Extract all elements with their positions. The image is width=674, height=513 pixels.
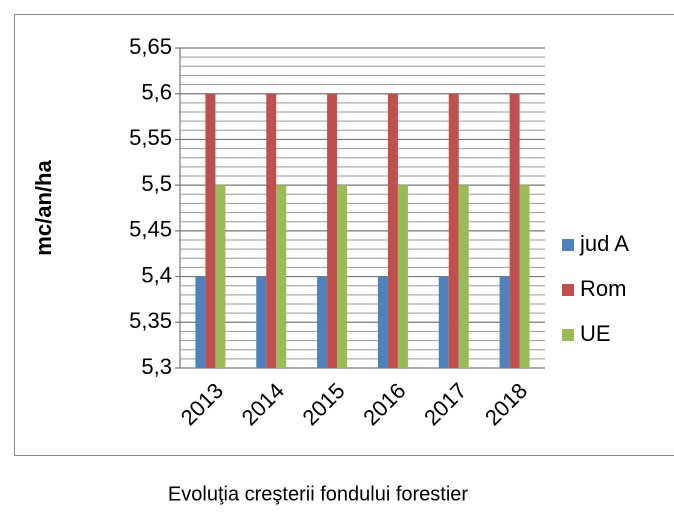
y-tick-label: 5,6: [141, 80, 172, 105]
legend-label: UE: [580, 321, 611, 346]
bar: [215, 185, 226, 368]
bar: [458, 185, 469, 368]
bar: [377, 276, 388, 368]
bar: [256, 276, 267, 368]
y-tick-label: 5,55: [129, 125, 172, 150]
bar: [499, 276, 510, 368]
y-tick-label: 5,65: [129, 34, 172, 59]
legend-label: Rom: [580, 276, 626, 301]
legend-swatch: [562, 239, 574, 251]
bar: [266, 93, 277, 368]
legend-label: jud A: [579, 231, 629, 256]
bar: [448, 93, 459, 368]
bar: [327, 93, 338, 368]
bar: [195, 276, 206, 368]
bar: [397, 185, 408, 368]
legend-swatch: [562, 284, 574, 296]
y-tick-label: 5,3: [141, 354, 172, 379]
bar: [276, 185, 287, 368]
y-tick-label: 5,35: [129, 308, 172, 333]
bar: [205, 93, 216, 368]
y-tick-label: 5,4: [141, 262, 172, 287]
y-axis-label: mc/an/ha: [31, 160, 56, 256]
bar: [509, 93, 520, 368]
bar: [438, 276, 449, 368]
bar: [519, 185, 530, 368]
bar: [317, 276, 328, 368]
y-tick-label: 5,5: [141, 171, 172, 196]
legend-swatch: [562, 329, 574, 341]
bar: [337, 185, 348, 368]
y-tick-label: 5,45: [129, 217, 172, 242]
bar: [387, 93, 398, 368]
caption: Evoluţia creşterii fondului forestier: [168, 483, 468, 505]
